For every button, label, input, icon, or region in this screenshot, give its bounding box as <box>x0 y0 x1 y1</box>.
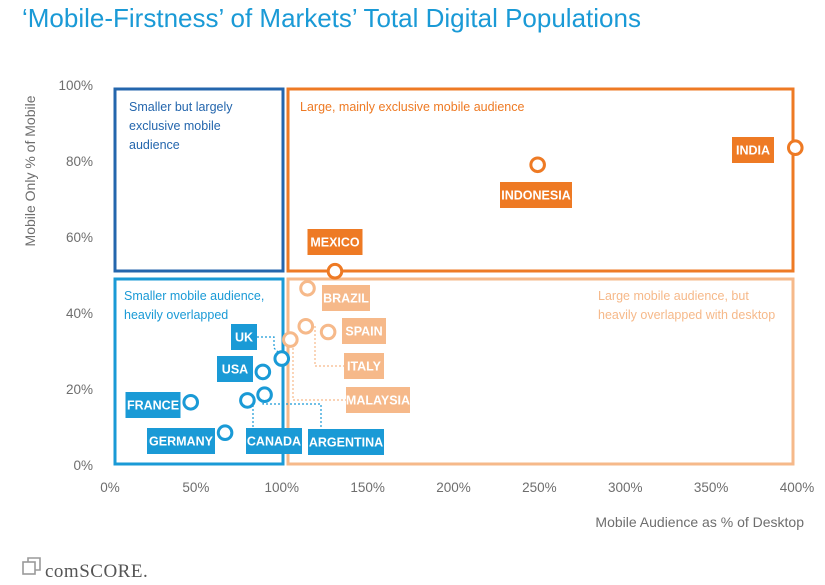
label-box-canada <box>246 428 302 454</box>
point-argentina <box>256 386 273 404</box>
region-label-bottom-right: heavily overlapped with desktop <box>598 308 775 322</box>
label-box-usa <box>217 356 253 382</box>
region-label-bottom-left: Smaller mobile audience, <box>124 289 264 303</box>
x-tick-label: 150% <box>350 480 385 495</box>
label-box-germany <box>147 428 215 454</box>
chart-title: ‘Mobile-Firstness’ of Markets’ Total Dig… <box>22 3 641 33</box>
label-box-france <box>125 392 181 418</box>
y-tick-label: 40% <box>66 306 93 321</box>
point-france <box>182 394 200 411</box>
point-label-canada: CANADA <box>247 435 301 449</box>
point-label-india: INDIA <box>736 144 770 158</box>
point-label-brazil: BRAZIL <box>323 292 369 306</box>
region-label-bottom-right: Large mobile audience, but <box>598 289 749 303</box>
x-tick-label: 100% <box>264 480 299 495</box>
data-points <box>182 139 804 442</box>
x-tick-label: 300% <box>608 480 643 495</box>
x-tick-label: 400% <box>780 480 815 495</box>
point-label-usa: USA <box>222 363 248 377</box>
label-box-italy <box>344 353 384 379</box>
point-label-uk: UK <box>235 331 253 345</box>
y-tick-label: 60% <box>66 230 93 245</box>
label-box-uk <box>231 324 257 350</box>
region-box-top-left <box>113 87 285 273</box>
label-box-malaysia <box>346 387 410 413</box>
point-germany <box>216 424 234 442</box>
label-box-india <box>732 137 774 163</box>
region-label-top-left: exclusive mobile <box>129 119 221 133</box>
label-box-mexico <box>307 229 363 255</box>
point-indonesia <box>529 156 546 174</box>
region-box-bottom-left <box>113 277 285 466</box>
y-tick-label: 20% <box>66 382 93 397</box>
point-label-mexico: MEXICO <box>310 236 360 250</box>
point-label-germany: GERMANY <box>149 435 214 449</box>
comscore-logo: comSCORE. <box>22 557 148 582</box>
region-label-top-left: audience <box>129 138 180 152</box>
comscore-box-icon <box>22 557 41 575</box>
point-canada <box>239 392 256 409</box>
point-labels: INDIA INDONESIA MEXICO BRAZIL SPAIN ITALY MALA… <box>125 137 774 455</box>
x-tick-label: 50% <box>182 480 209 495</box>
y-tick-label: 0% <box>73 458 93 473</box>
label-box-indonesia <box>500 182 572 208</box>
point-label-indonesia: INDONESIA <box>501 189 570 203</box>
x-tick-label: 250% <box>522 480 557 495</box>
x-axis-label: Mobile Audience as % of Desktop <box>595 514 804 530</box>
y-axis-label: Mobile Only % of Mobile <box>22 95 38 246</box>
label-box-argentina <box>308 429 384 455</box>
point-label-argentina: ARGENTINA <box>309 436 383 450</box>
region-label-bottom-left: heavily overlapped <box>124 308 228 322</box>
point-italy <box>297 318 315 335</box>
point-label-france: FRANCE <box>127 399 179 413</box>
label-box-spain <box>342 318 386 344</box>
leader-line-malaysia <box>289 339 346 401</box>
point-usa <box>254 363 272 381</box>
y-tick-label: 100% <box>58 78 93 93</box>
point-label-malaysia: MALAYSIA <box>346 394 410 408</box>
point-mexico <box>326 262 344 280</box>
point-india <box>786 139 804 156</box>
region-box-bottom-right <box>286 277 795 466</box>
axes: 0% 50% 100% 150% 200% 250% 300% 350% 400% 0% 20% 40… <box>22 78 814 530</box>
point-malaysia <box>282 331 299 348</box>
x-tick-label: 0% <box>100 480 120 495</box>
leader-line-argentina <box>262 395 322 429</box>
region-label-top-right: Large, mainly exclusive mobile audience <box>300 100 524 114</box>
point-uk <box>273 350 291 367</box>
y-tick-label: 80% <box>66 154 93 169</box>
quadrant-regions: Smaller but largely exclusive mobile audie… <box>113 87 795 466</box>
leader-line-canada <box>246 399 254 428</box>
point-label-italy: ITALY <box>347 360 382 374</box>
logo-text: comSCORE. <box>45 561 148 582</box>
point-spain <box>319 323 337 341</box>
point-label-spain: SPAIN <box>345 325 382 339</box>
x-tick-label: 350% <box>694 480 729 495</box>
region-label-top-left: Smaller but largely <box>129 100 233 114</box>
point-brazil <box>299 280 316 297</box>
leader-line-uk <box>257 336 281 355</box>
region-box-top-right <box>286 87 795 273</box>
x-tick-label: 200% <box>436 480 471 495</box>
label-box-brazil <box>322 285 370 311</box>
